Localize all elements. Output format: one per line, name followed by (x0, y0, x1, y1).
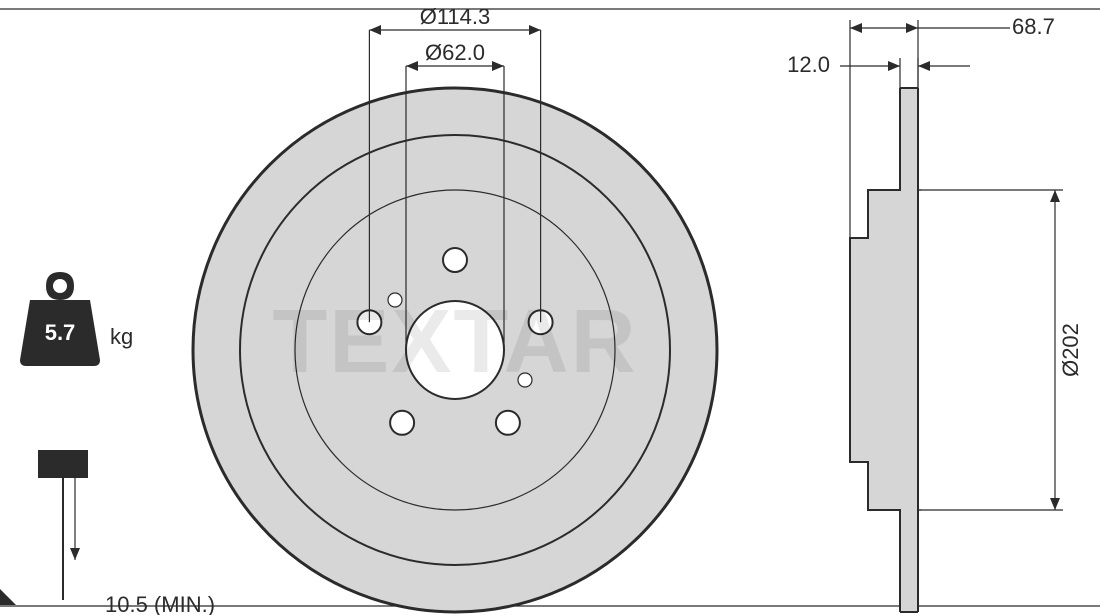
weight-value: 5.7 (45, 320, 76, 345)
min-thickness-icon: 10.5 (MIN.) (38, 450, 215, 615)
corner-mark (0, 589, 16, 605)
weight-unit: kg (110, 324, 133, 349)
dim-pcd-label: Ø114.3 (420, 4, 491, 29)
dim-thickness-label: 12.0 (787, 52, 830, 77)
dim-hub-dia: Ø202 (918, 190, 1083, 510)
weight-icon: 5.7 kg (20, 272, 133, 366)
dim-depth-label: 68.7 (1012, 14, 1055, 39)
dim-thickness: 12.0 (787, 52, 970, 88)
min-thickness-label: 10.5 (MIN.) (105, 592, 215, 615)
side-view (850, 88, 922, 612)
dim-hub-dia-label: Ø202 (1058, 323, 1083, 377)
dim-bore-label: Ø62.0 (425, 40, 485, 65)
watermark: TEXTAR (272, 292, 637, 392)
